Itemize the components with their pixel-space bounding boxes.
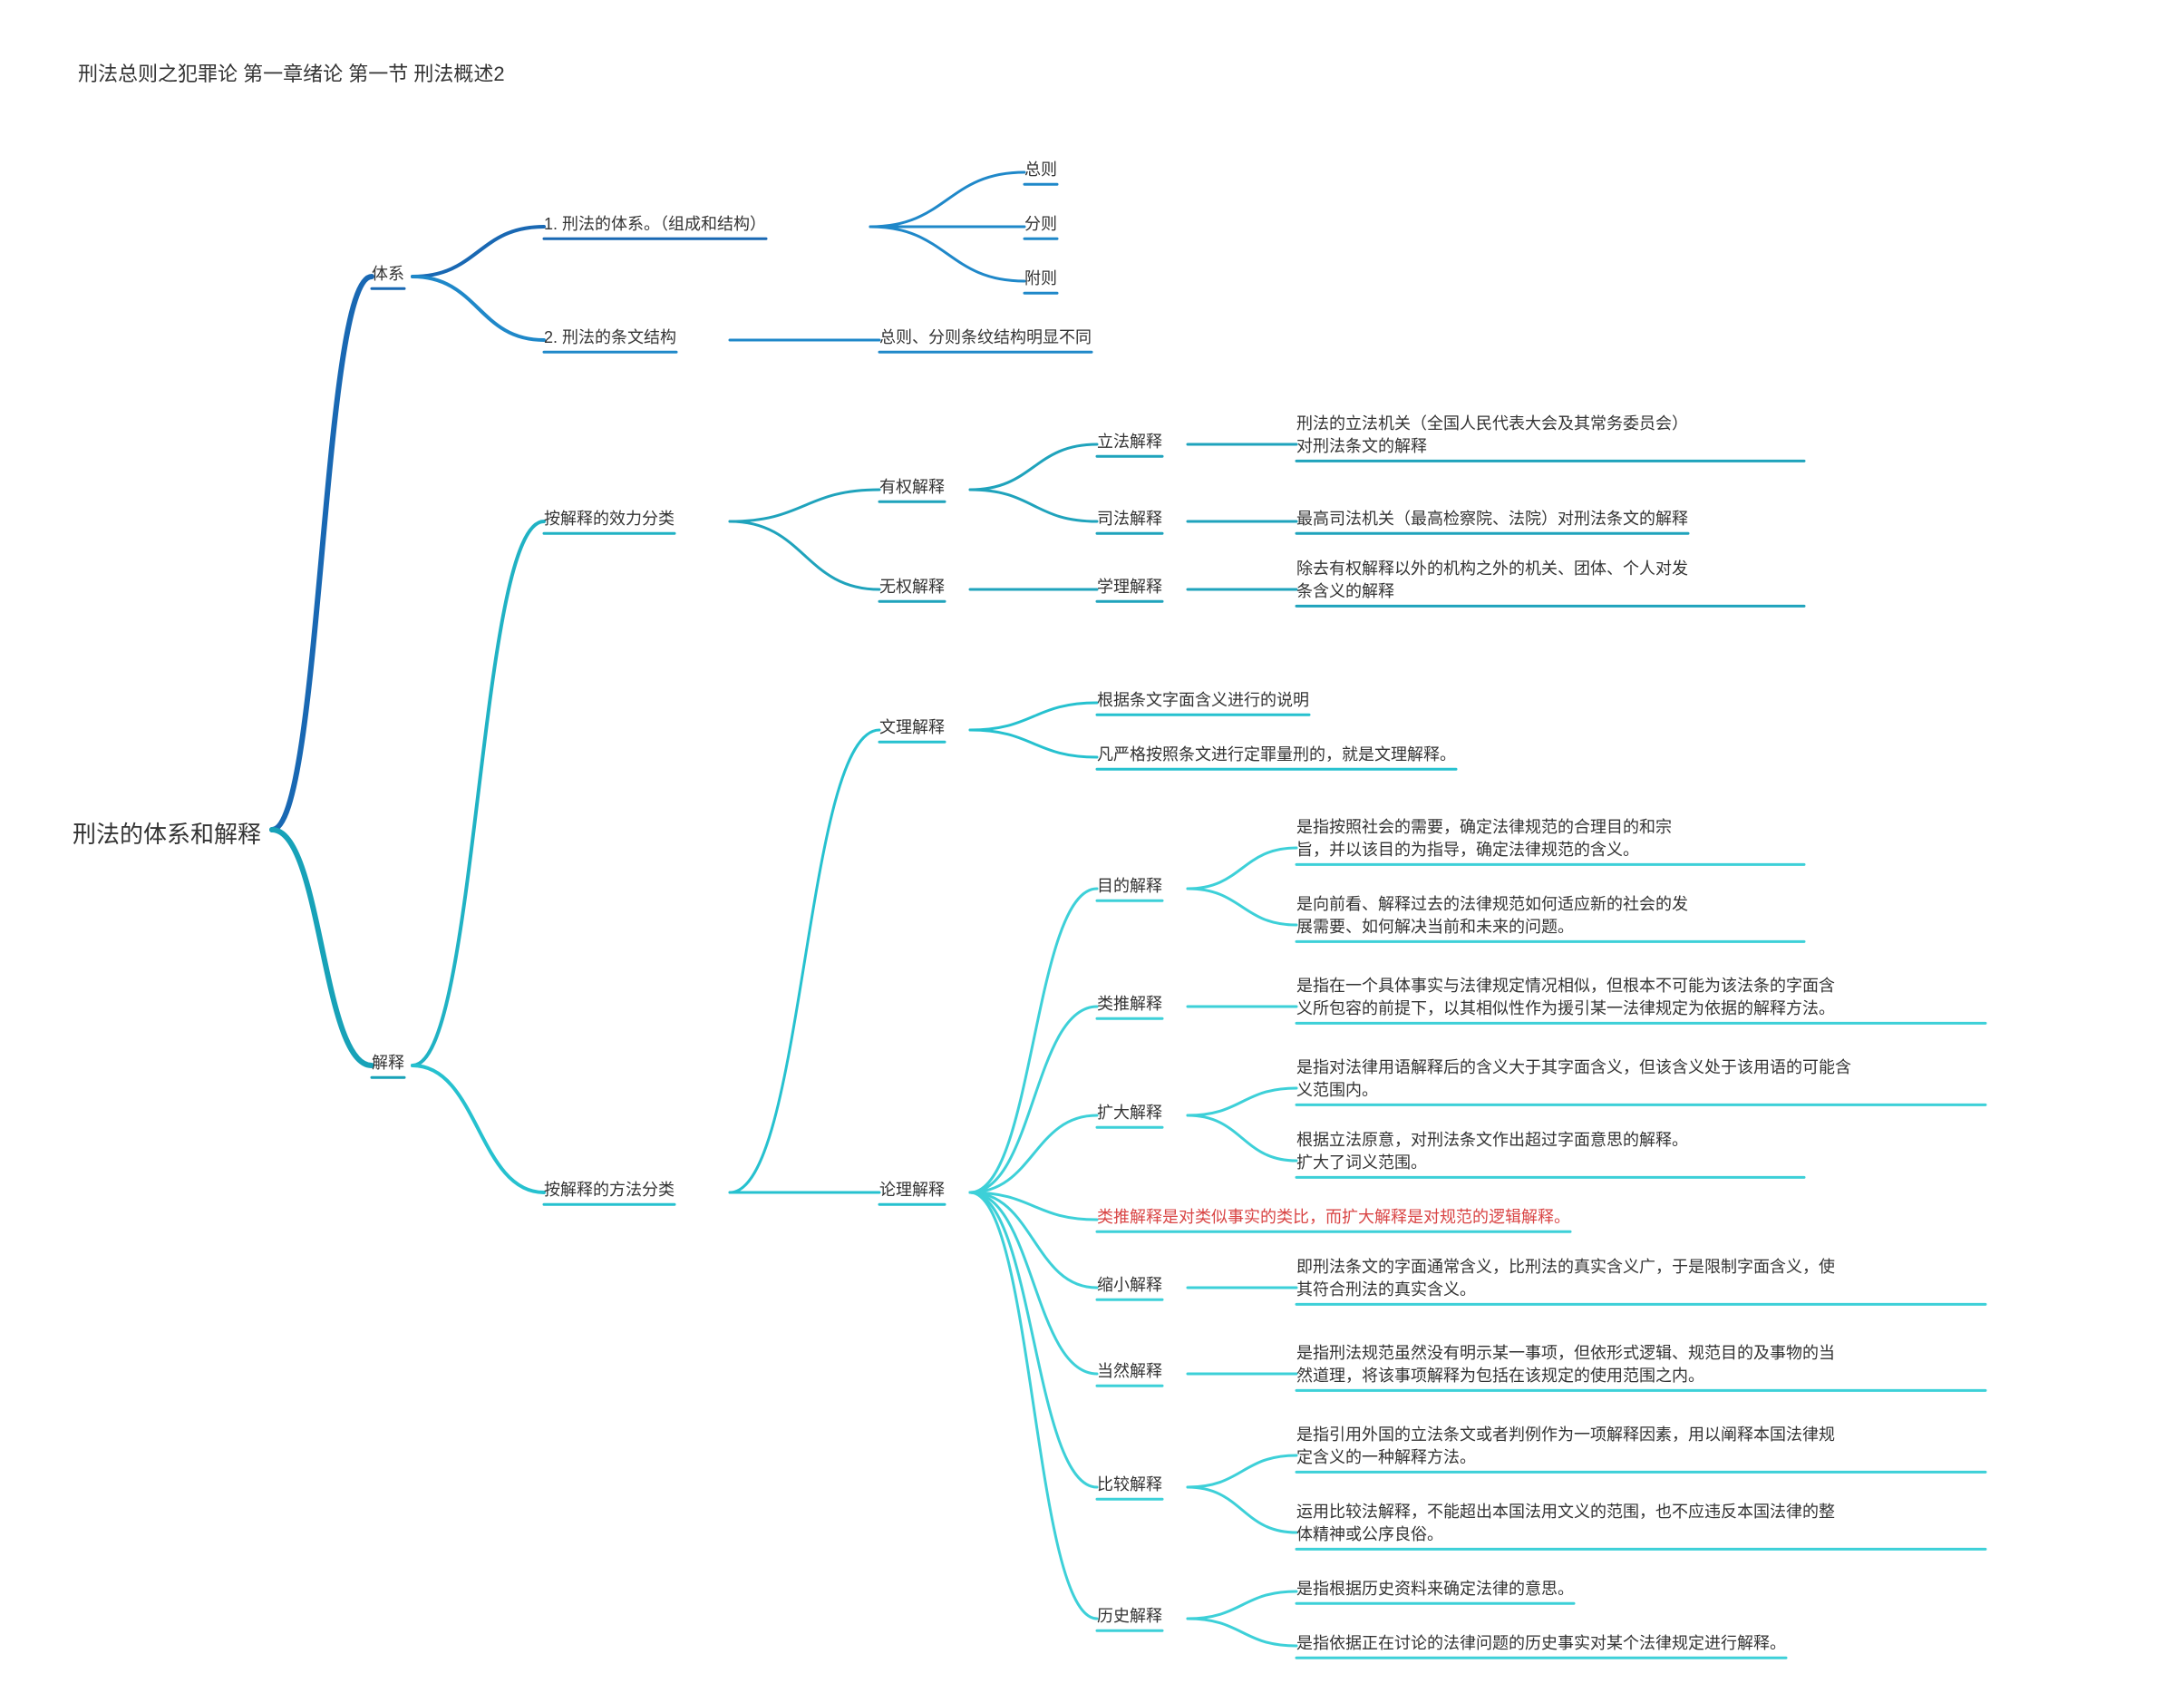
node-n_suoxiao: 缩小解释 <box>1097 1274 1162 1297</box>
node-n_kuoda_1: 是指对法律用语解释后的含义大于其字面含义，但该含义处于该用语的可能含义范围内。 <box>1296 1056 1985 1102</box>
node-n_zongze: 总则 <box>1024 159 1057 181</box>
node-n_bijiao_2: 运用比较法解释，不能超出本国法用文义的范围，也不应违反本国法律的整体精神或公序良… <box>1296 1501 1985 1546</box>
node-n_wenli_1: 根据条文字面含义进行的说明 <box>1097 689 1309 712</box>
node-n_tiaowen: 总则、分则条纹结构明显不同 <box>879 326 1092 349</box>
node-n_mudi: 目的解释 <box>1097 875 1162 898</box>
node-n_wuquan: 无权解释 <box>879 576 945 598</box>
node-n_tixi_1: 1. 刑法的体系。（组成和结构） <box>544 213 766 236</box>
node-n_mudi_1: 是指按照社会的需要，确定法律规范的合理目的和宗旨，并以该目的为指导，确定法律规范… <box>1296 816 1804 861</box>
node-n_lishi_1: 是指根据历史资料来确定法律的意思。 <box>1296 1578 1574 1601</box>
node-n_fuze: 附则 <box>1024 268 1057 290</box>
node-n_leitui: 类推解释 <box>1097 993 1162 1016</box>
node-n_suoxiao_1: 即刑法条文的字面通常含义，比刑法的真实含义广，于是限制字面含义，使其符合刑法的真… <box>1296 1256 1985 1301</box>
node-n_xiaoli: 按解释的效力分类 <box>544 508 675 530</box>
node-n_jieshi: 解释 <box>372 1052 404 1075</box>
node-n_leitui_1: 是指在一个具体事实与法律规定情况相似，但根本不可能为该法条的字面含义所包容的前提… <box>1296 975 1985 1020</box>
diagram-title: 刑法总则之犯罪论 第一章绪论 第一节 刑法概述2 <box>78 58 505 87</box>
node-n_xueli: 学理解释 <box>1097 576 1162 598</box>
node-n_tixi: 体系 <box>372 263 404 286</box>
node-n_lifa_d: 刑法的立法机关（全国人民代表大会及其常务委员会）对刑法条文的解释 <box>1296 413 1804 458</box>
node-n_red: 类推解释是对类似事实的类比，而扩大解释是对规范的逻辑解释。 <box>1097 1206 1570 1229</box>
node-n_youquan: 有权解释 <box>879 476 945 499</box>
node-n_kuoda_2: 根据立法原意，对刑法条文作出超过字面意思的解释。扩大了词义范围。 <box>1296 1129 1804 1174</box>
node-n_bijiao: 比较解释 <box>1097 1474 1162 1496</box>
node-n_sifa_d: 最高司法机关（最高检察院、法院）对刑法条文的解释 <box>1296 508 1688 530</box>
node-n_fangfa: 按解释的方法分类 <box>544 1179 675 1202</box>
node-n_kuoda: 扩大解释 <box>1097 1102 1162 1124</box>
node-n_lishi_2: 是指依据正在讨论的法律问题的历史事实对某个法律规定进行解释。 <box>1296 1632 1786 1655</box>
root-node: 刑法的体系和解释 <box>73 816 261 850</box>
node-n_lunli: 论理解释 <box>879 1179 945 1202</box>
node-n_dangran: 当然解释 <box>1097 1360 1162 1383</box>
node-n_lishi: 历史解释 <box>1097 1605 1162 1628</box>
node-n_wenli: 文理解释 <box>879 716 945 739</box>
node-n_bijiao_1: 是指引用外国的立法条文或者判例作为一项解释因素，用以阐释本国法律规定含义的一种解… <box>1296 1424 1985 1469</box>
node-n_dangran_1: 是指刑法规范虽然没有明示某一事项，但依形式逻辑、规范目的及事物的当然道理，将该事… <box>1296 1342 1985 1387</box>
node-n_tixi_2: 2. 刑法的条文结构 <box>544 326 676 349</box>
node-n_wenli_2: 凡严格按照条文进行定罪量刑的，就是文理解释。 <box>1097 744 1456 766</box>
node-n_lifa: 立法解释 <box>1097 431 1162 453</box>
node-n_mudi_2: 是向前看、解释过去的法律规范如何适应新的社会的发展需要、如何解决当前和未来的问题… <box>1296 893 1804 939</box>
node-n_sifa: 司法解释 <box>1097 508 1162 530</box>
node-n_fenze: 分则 <box>1024 213 1057 236</box>
node-n_xueli_d: 除去有权解释以外的机构之外的机关、团体、个人对发条含义的解释 <box>1296 558 1804 603</box>
